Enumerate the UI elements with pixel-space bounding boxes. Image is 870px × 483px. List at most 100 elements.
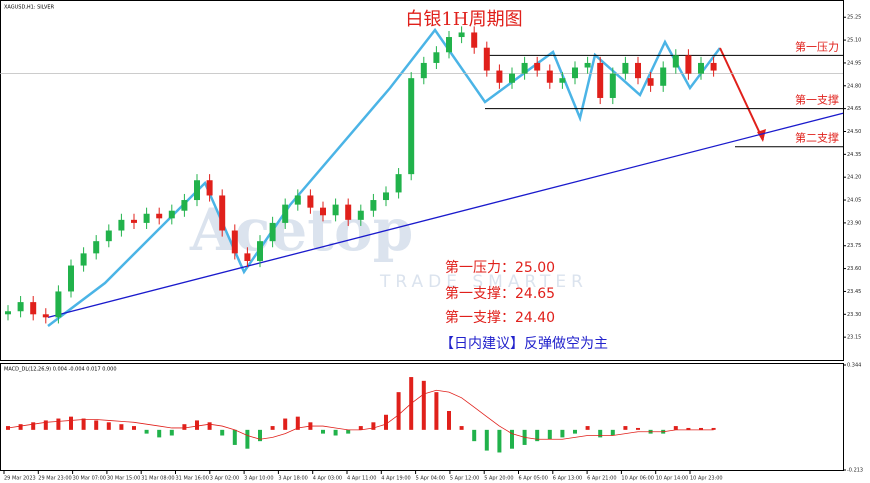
candle-body [509, 73, 515, 83]
candle-body [383, 192, 389, 201]
note: 第一支撑：24.65 [445, 285, 555, 302]
candle-body [156, 213, 163, 219]
x-tick-label: 3 Apr 02:00 [210, 476, 239, 482]
y-tick-label: 23.60 [847, 266, 861, 272]
x-tick-label: 6 Apr 21:00 [587, 476, 616, 482]
macd-label: MACD_DL(12,26,9) 0.004 -0.004 0.017 0.00… [4, 367, 117, 373]
y-tick-label: 23.90 [847, 220, 861, 226]
macd-bar [232, 429, 237, 445]
macd-bar [573, 429, 577, 434]
candle-body [294, 195, 301, 205]
macd-bar [157, 429, 162, 438]
candle-body [597, 62, 604, 98]
candle-body [622, 62, 629, 74]
main-frame [0, 0, 844, 361]
candle-body [282, 204, 289, 223]
macd-bar [207, 422, 212, 430]
candle-body [269, 222, 276, 242]
macd-bar [686, 427, 691, 430]
macd-bar [472, 429, 477, 442]
macd-bar [560, 429, 565, 438]
macd-bar [484, 429, 489, 451]
candle-body [584, 62, 591, 68]
note: 第一支撑：24.40 [445, 309, 555, 326]
candle-body [345, 204, 352, 220]
candle-body [471, 32, 478, 48]
y-tick-label: 23.45 [847, 289, 861, 295]
x-tick-label: 4 Apr 03:00 [313, 476, 342, 482]
x-tick-label: 29 Mar 2023 [4, 476, 36, 482]
x-tick-label: 31 Mar 08:00 [141, 476, 174, 482]
candle-body [320, 207, 326, 216]
level-label: 第一压力 [795, 39, 839, 53]
macd-bar [434, 392, 439, 430]
candle-body [105, 230, 112, 242]
macd-bar [18, 424, 23, 430]
candle-body [609, 73, 616, 98]
candle-body [483, 47, 490, 71]
arrow-head [757, 129, 766, 142]
candle-body [206, 180, 213, 196]
candle-body [572, 67, 578, 79]
chart-title: 白银1H周期图 [405, 9, 522, 30]
y-tick-label: 24.20 [847, 175, 861, 181]
level-label: 第一支撑 [795, 93, 839, 107]
y-tick-label: 23.75 [847, 243, 861, 249]
macd-bar [144, 429, 149, 434]
candle-body [420, 62, 427, 79]
y-tick-label: 25.10 [847, 38, 861, 44]
macd-bar [132, 426, 136, 430]
candle-body [698, 62, 704, 74]
macd-bar [598, 429, 603, 438]
macd-bar [106, 422, 111, 430]
candle-body [647, 78, 654, 86]
macd-bar [371, 422, 376, 430]
symbol-header: XAGUSD,H1: SILVER [4, 5, 55, 11]
candle-body [17, 302, 24, 312]
y-tick-label: 24.65 [847, 106, 861, 112]
candle-body [131, 219, 137, 223]
candle-body [143, 213, 150, 223]
candle-body [194, 180, 200, 201]
note: 第一压力：25.00 [445, 259, 555, 276]
candle-body [546, 70, 553, 83]
macd-bar [321, 429, 325, 434]
x-tick-label: 10 Apr 06:00 [621, 476, 654, 482]
candle-body [55, 291, 62, 318]
candle-body [521, 62, 528, 74]
macd-bar [699, 427, 703, 430]
x-tick-label: 30 Mar 15:00 [107, 476, 140, 482]
y-tick-label: 24.80 [847, 83, 861, 89]
x-tick-label: 5 Apr 04:00 [416, 476, 445, 482]
x-tick-label: 3 Apr 10:00 [244, 476, 273, 482]
macd-bar [510, 429, 514, 449]
macd-bar [535, 429, 540, 442]
x-tick-label: 6 Apr 05:00 [519, 476, 548, 482]
candle-body [660, 67, 667, 86]
candle-body [257, 241, 263, 261]
candle-body [458, 32, 465, 38]
candle-body [433, 52, 440, 63]
y-tick-label: 23.30 [847, 312, 861, 318]
watermark-sub: TRADE SMARTER [379, 272, 588, 292]
candle-body [357, 210, 364, 220]
macd-bar [497, 429, 502, 453]
macd-bar [295, 416, 300, 430]
candle-body [559, 78, 566, 83]
macd-bar [270, 426, 275, 430]
level-label: 第二支撑 [795, 131, 839, 145]
candle-body [534, 62, 541, 71]
macd-bar [81, 418, 86, 430]
macd-bar [245, 429, 250, 449]
macd-bar [358, 426, 363, 430]
candle-body [395, 174, 402, 193]
candle-body [370, 200, 377, 211]
candle-body [710, 62, 717, 71]
y-tick-label: 24.50 [847, 129, 861, 135]
candle-body [42, 314, 49, 318]
x-tick-label: 10 Apr 23:00 [690, 476, 723, 482]
macd-signal [7, 389, 714, 440]
macd-bar [169, 429, 174, 436]
macd-bar [333, 429, 338, 436]
macd-bar [220, 429, 225, 436]
